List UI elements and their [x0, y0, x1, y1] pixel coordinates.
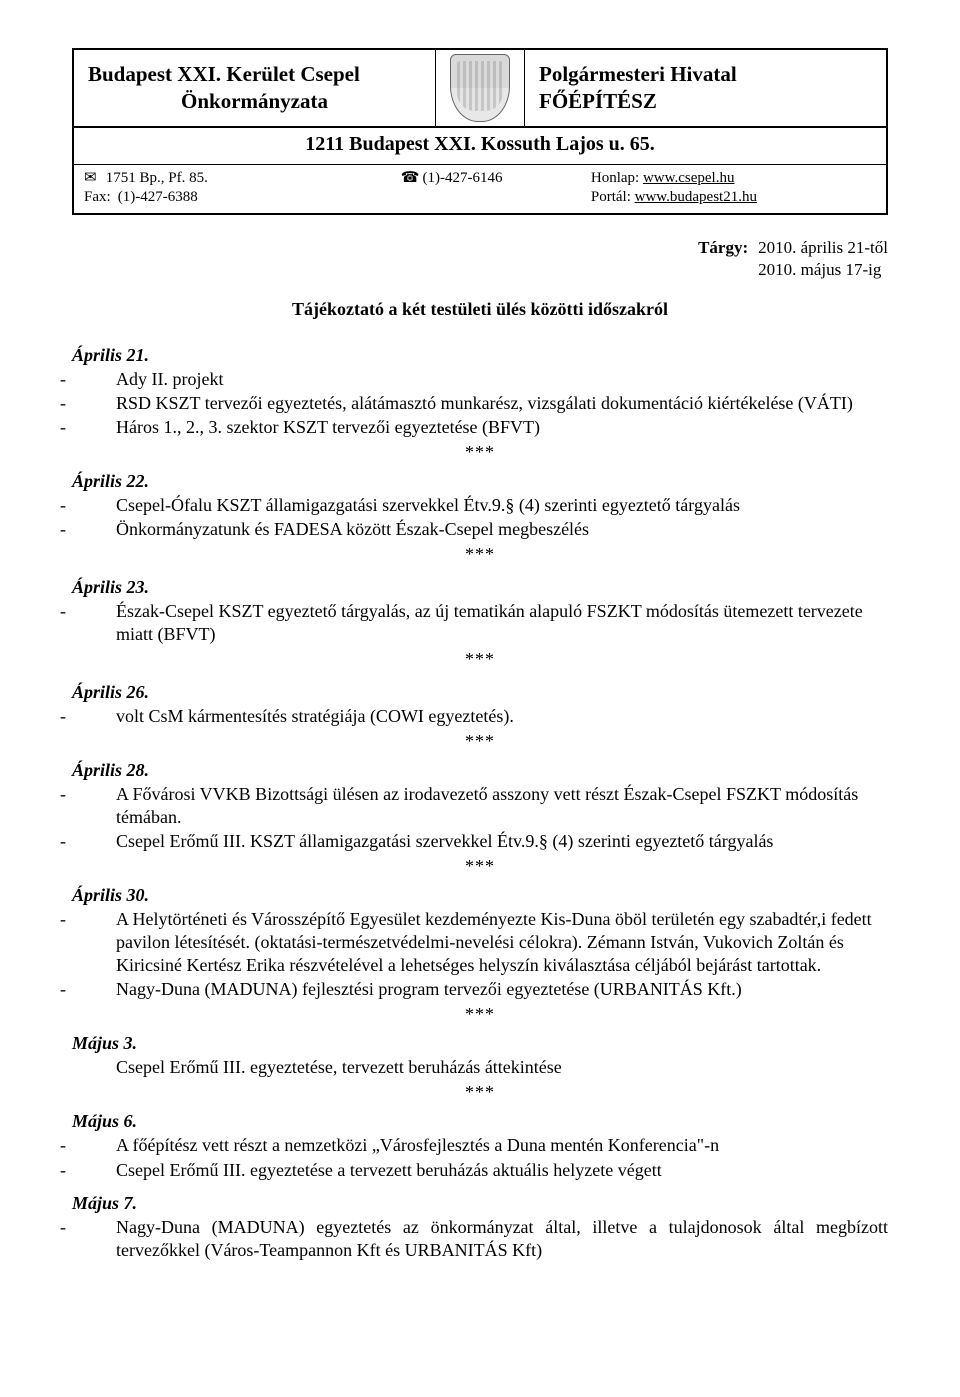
subject-value: 2010. április 21-től 2010. május 17-ig [758, 237, 888, 281]
day-april-26: Április 26. volt CsM kármentesítés strat… [72, 681, 888, 753]
web-url: www.csepel.hu [643, 170, 735, 186]
item-list: Nagy-Duna (MADUNA) egyeztetés az önkormá… [72, 1216, 888, 1262]
document-title: Tájékoztató a két testületi ülés közötti… [72, 298, 888, 321]
fax-label: Fax: [84, 188, 114, 207]
day-label: Április 28. [72, 759, 888, 782]
day-may-6: Május 6. A főépítész vett részt a nemzet… [72, 1110, 888, 1181]
day-label: Április 22. [72, 470, 888, 493]
list-item: Észak-Csepel KSZT egyeztető tárgyalás, a… [116, 600, 888, 646]
letterhead-top: Budapest XXI. Kerület Csepel Önkormányza… [74, 50, 886, 128]
list-item: A főépítész vett részt a nemzetközi „Vár… [116, 1134, 888, 1157]
day-april-22: Április 22. Csepel-Ófalu KSZT államigazg… [72, 470, 888, 566]
contact-mid: ☎ (1)-427-6146 [401, 169, 591, 207]
list-item: Önkormányzatunk és FADESA között Észak-C… [116, 518, 888, 541]
separator: *** [72, 855, 888, 878]
day-label: Április 30. [72, 884, 888, 907]
item-list: Csepel-Ófalu KSZT államigazgatási szerve… [72, 494, 888, 541]
item-list: Ady II. projekt RSD KSZT tervezői egyezt… [72, 368, 888, 439]
day-label: Április 23. [72, 576, 888, 599]
day-label: Május 6. [72, 1110, 888, 1133]
separator: *** [72, 543, 888, 566]
phone-number: (1)-427-6146 [423, 170, 503, 186]
item-list: A Helytörténeti és Városszépítő Egyesüle… [72, 908, 888, 1001]
day-label: Április 21. [72, 344, 888, 367]
separator: *** [72, 1081, 888, 1104]
day-may-7: Május 7. Nagy-Duna (MADUNA) egyeztetés a… [72, 1192, 888, 1262]
subject-label: Tárgy: [698, 237, 748, 281]
day-april-30: Április 30. A Helytörténeti és Városszép… [72, 884, 888, 1026]
day-april-28: Április 28. A Fővárosi VVKB Bizottsági ü… [72, 759, 888, 878]
org-line1: Budapest XXI. Kerület Csepel [88, 61, 421, 88]
list-item: volt CsM kármentesítés stratégiája (COWI… [116, 705, 888, 728]
separator: *** [72, 441, 888, 464]
subject-line1: 2010. április 21-től [758, 237, 888, 259]
list-item: Csepel Erőmű III. KSZT államigazgatási s… [116, 830, 888, 853]
web-label: Honlap: [591, 170, 639, 186]
day-april-21: Április 21. Ady II. projekt RSD KSZT ter… [72, 344, 888, 464]
contact-right: Honlap: www.csepel.hu Portál: www.budape… [591, 169, 876, 207]
day-april-23: Április 23. Észak-Csepel KSZT egyeztető … [72, 576, 888, 671]
phone-icon: ☎ [401, 169, 419, 188]
day-label: Április 26. [72, 681, 888, 704]
item-list: A Fővárosi VVKB Bizottsági ülésen az iro… [72, 783, 888, 853]
subject-line2: 2010. május 17-ig [758, 259, 888, 281]
separator: *** [72, 730, 888, 753]
separator: *** [72, 1003, 888, 1026]
item-list: volt CsM kármentesítés stratégiája (COWI… [72, 705, 888, 728]
letterhead: Budapest XXI. Kerület Csepel Önkormányza… [72, 48, 888, 215]
office-line1: Polgármesteri Hivatal [539, 61, 872, 88]
mail-address: 1751 Bp., Pf. 85. [106, 170, 208, 186]
letterhead-contact: ✉ 1751 Bp., Pf. 85. Fax: (1)-427-6388 ☎ … [74, 165, 886, 213]
plain-item: Csepel Erőmű III. egyeztetése, tervezett… [72, 1056, 888, 1079]
org-line2: Önkormányzata [88, 88, 421, 115]
list-item: Háros 1., 2., 3. szektor KSZT tervezői e… [116, 416, 888, 439]
portal-label: Portál: [591, 189, 631, 205]
item-list: A főépítész vett részt a nemzetközi „Vár… [72, 1134, 888, 1181]
mail-icon: ✉ [84, 169, 102, 188]
office-name: Polgármesteri Hivatal FŐÉPÍTÉSZ [525, 50, 886, 126]
list-item: Ady II. projekt [116, 368, 888, 391]
list-item: Nagy-Duna (MADUNA) fejlesztési program t… [116, 978, 888, 1001]
contact-left: ✉ 1751 Bp., Pf. 85. Fax: (1)-427-6388 [84, 169, 401, 207]
day-label: Május 7. [72, 1192, 888, 1215]
day-label: Május 3. [72, 1032, 888, 1055]
subject-block: Tárgy: 2010. április 21-től 2010. május … [72, 237, 888, 281]
list-item: Csepel Erőmű III. egyeztetése a tervezet… [116, 1159, 888, 1182]
list-item: A Fővárosi VVKB Bizottsági ülésen az iro… [116, 783, 888, 829]
letterhead-address: 1211 Budapest XXI. Kossuth Lajos u. 65. [74, 128, 886, 165]
list-item: Nagy-Duna (MADUNA) egyeztetés az önkormá… [116, 1216, 888, 1262]
crest-cell [435, 50, 525, 126]
crest-icon [450, 54, 510, 122]
fax-number: (1)-427-6388 [118, 189, 198, 205]
list-item: Csepel-Ófalu KSZT államigazgatási szerve… [116, 494, 888, 517]
separator: *** [72, 648, 888, 671]
list-item: RSD KSZT tervezői egyeztetés, alátámaszt… [116, 392, 888, 415]
day-may-3: Május 3. Csepel Erőmű III. egyeztetése, … [72, 1032, 888, 1104]
item-list: Észak-Csepel KSZT egyeztető tárgyalás, a… [72, 600, 888, 646]
org-name: Budapest XXI. Kerület Csepel Önkormányza… [74, 50, 435, 126]
office-line2: FŐÉPÍTÉSZ [539, 88, 872, 115]
list-item: A Helytörténeti és Városszépítő Egyesüle… [116, 908, 888, 977]
portal-url: www.budapest21.hu [635, 189, 757, 205]
